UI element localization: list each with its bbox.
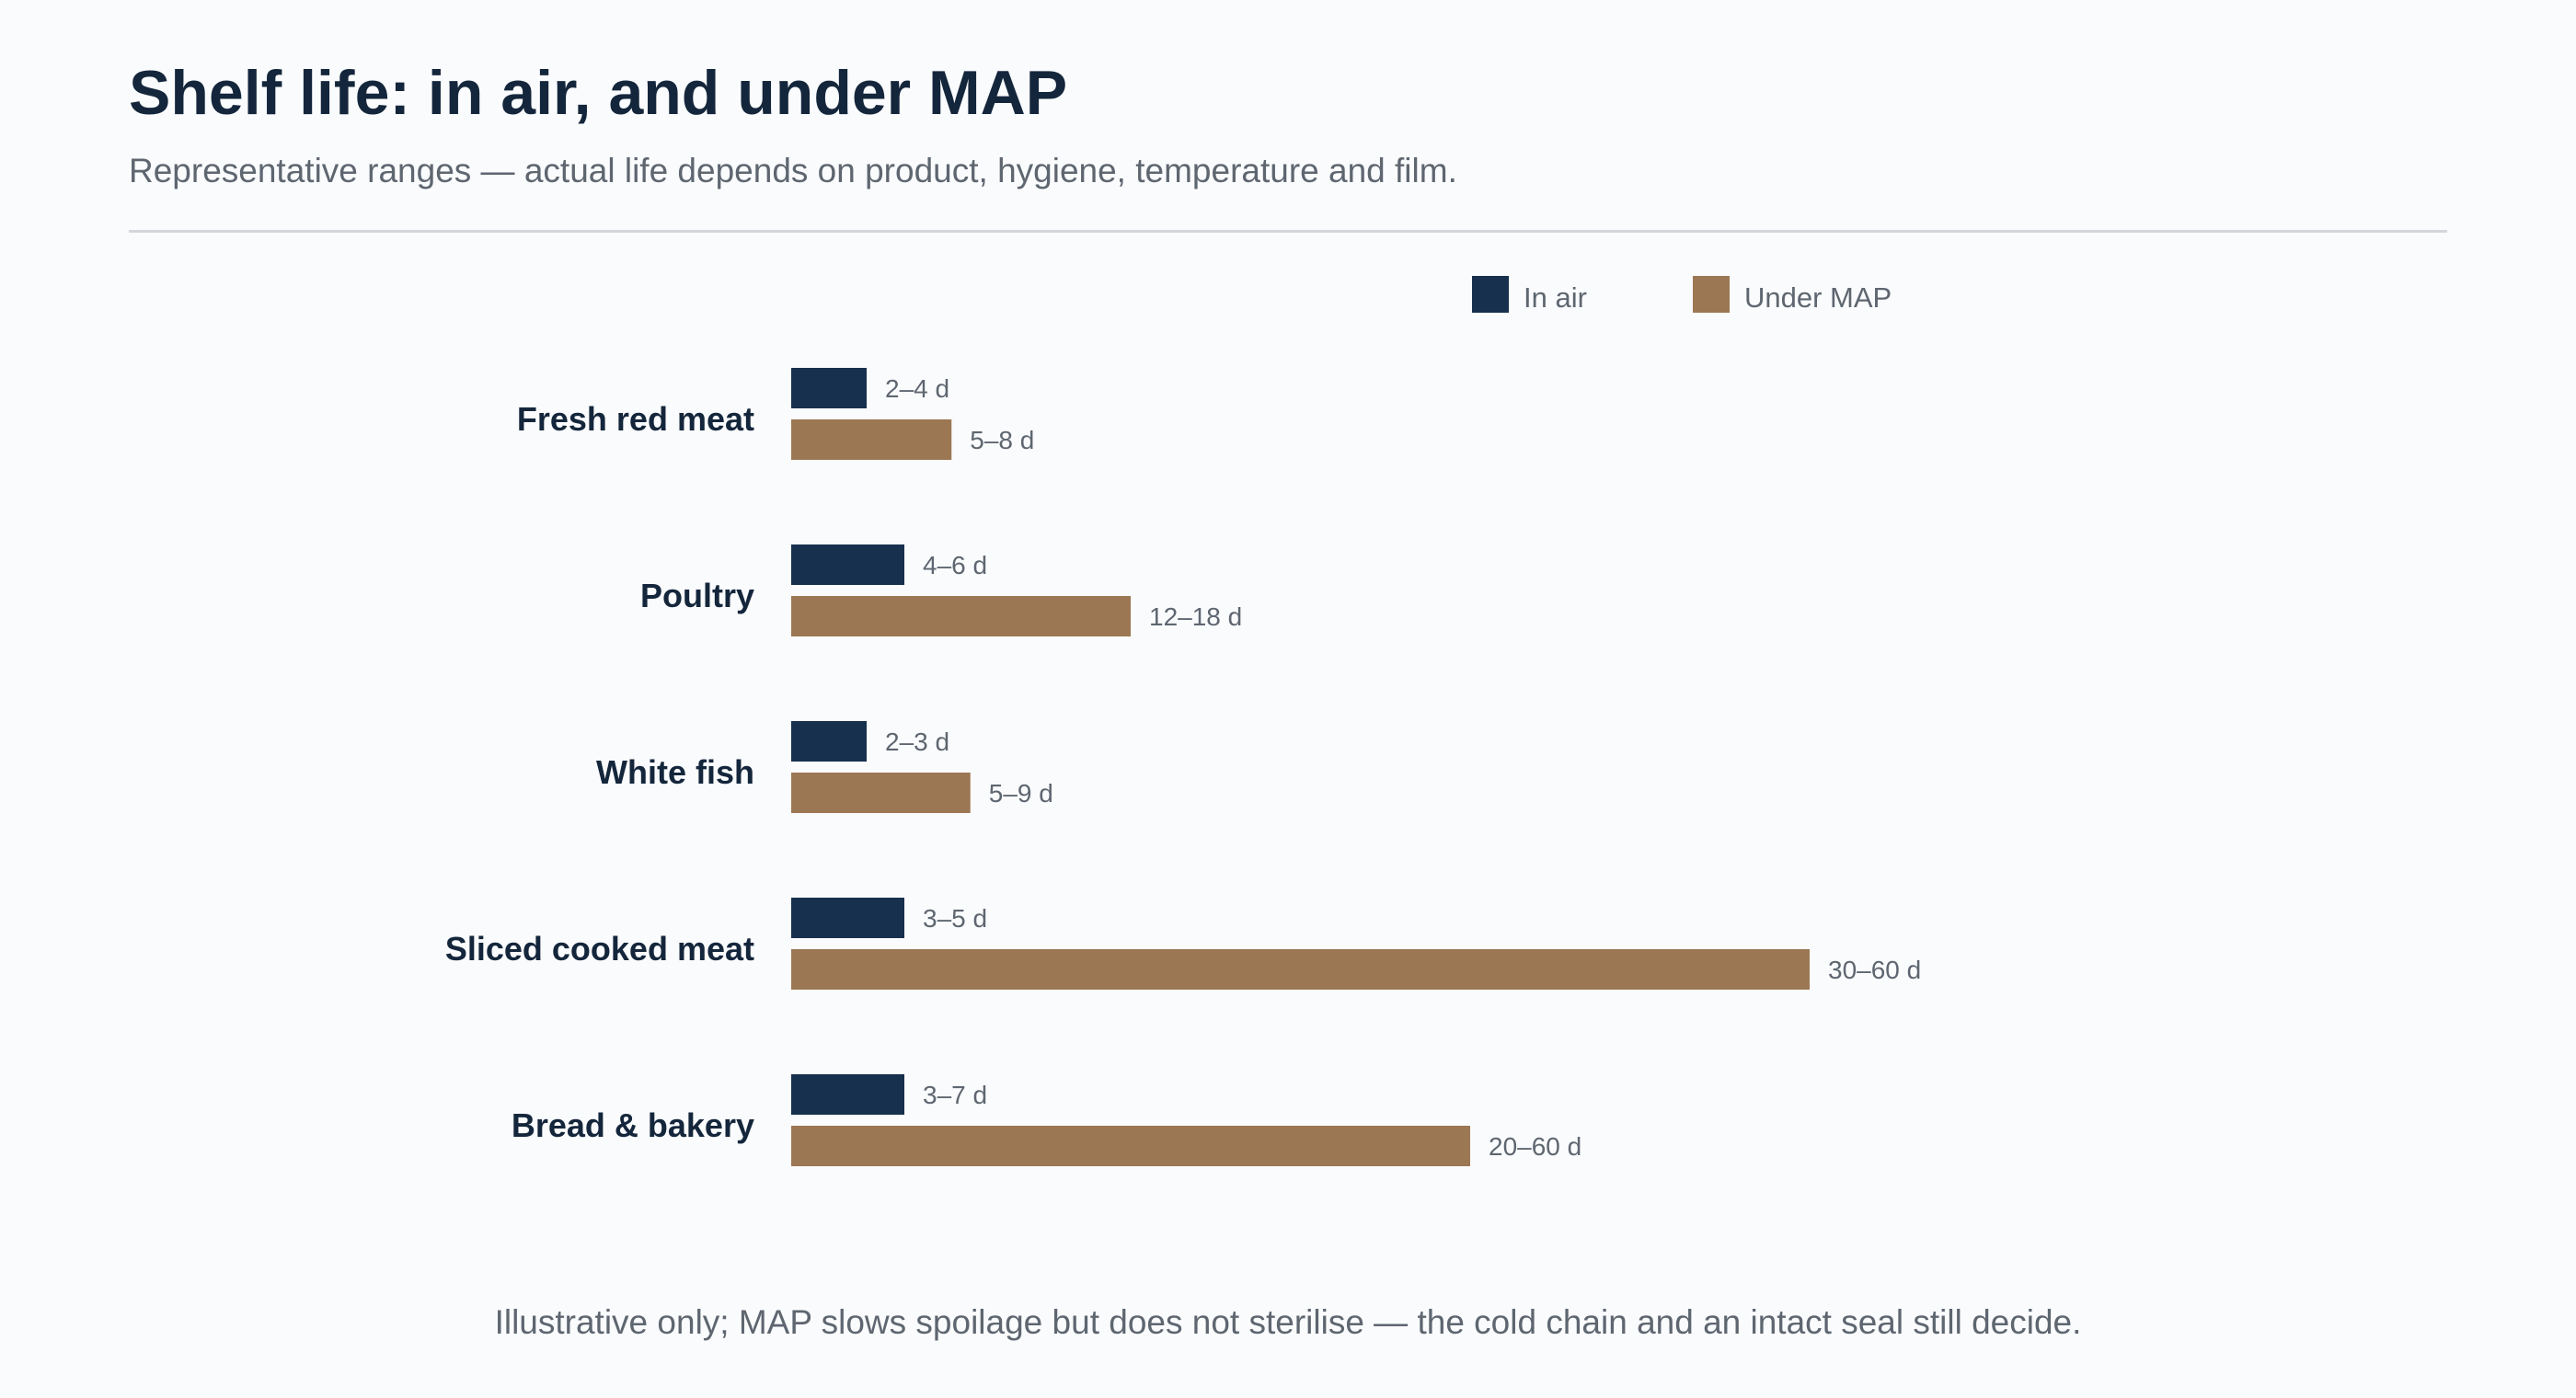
bar-in-air-bread-and-bakery <box>791 1074 904 1115</box>
bar-under-map-white-fish <box>791 773 971 813</box>
chart-title: Shelf life: in air, and under MAP <box>129 58 1068 128</box>
chart-subtitle: Representative ranges — actual life depe… <box>129 152 1457 189</box>
legend-label-under-map: Under MAP <box>1744 281 1892 314</box>
bar-in-air-sliced-cooked-meat <box>791 898 904 938</box>
chart-legend: In air Under MAP <box>1472 276 1892 314</box>
category-label-fresh-red-meat: Fresh red meat <box>517 400 754 438</box>
value-label-in-air-white-fish: 2–3 d <box>885 728 949 756</box>
bar-under-map-sliced-cooked-meat <box>791 949 1810 990</box>
bar-chart: In air Under MAP Fresh red meat Poultry Whi… <box>445 276 1921 1166</box>
value-label-in-air-sliced-cooked-meat: 3–5 d <box>923 904 987 933</box>
value-label-under-map-fresh-red-meat: 5–8 d <box>970 426 1034 454</box>
category-label-white-fish: White fish <box>596 753 754 791</box>
header-divider <box>129 230 2447 233</box>
bar-under-map-bread-and-bakery <box>791 1126 1470 1166</box>
category-label-poultry: Poultry <box>640 577 754 614</box>
value-labels: 2–4 d 5–8 d 4–6 d 12–18 d 2–3 d 5–9 d 3–5 d 30–… <box>885 374 1921 1161</box>
legend-swatch-in-air <box>1472 276 1509 313</box>
value-label-under-map-bread-and-bakery: 20–60 d <box>1489 1132 1581 1161</box>
legend-swatch-under-map <box>1693 276 1730 313</box>
value-label-in-air-poultry: 4–6 d <box>923 551 987 579</box>
category-label-bread-and-bakery: Bread & bakery <box>512 1106 754 1144</box>
bar-in-air-poultry <box>791 544 904 585</box>
bar-under-map-fresh-red-meat <box>791 419 952 460</box>
bars <box>791 368 1810 1166</box>
value-label-in-air-fresh-red-meat: 2–4 d <box>885 374 949 403</box>
legend-label-in-air: In air <box>1524 281 1587 314</box>
category-label-sliced-cooked-meat: Sliced cooked meat <box>445 930 754 968</box>
value-label-in-air-bread-and-bakery: 3–7 d <box>923 1081 987 1109</box>
bar-in-air-fresh-red-meat <box>791 368 867 408</box>
bar-in-air-white-fish <box>791 721 867 762</box>
chart-footnote: Illustrative only; MAP slows spoilage bu… <box>494 1303 2082 1341</box>
value-label-under-map-sliced-cooked-meat: 30–60 d <box>1828 956 1921 984</box>
value-label-under-map-poultry: 12–18 d <box>1149 602 1242 631</box>
value-label-under-map-white-fish: 5–9 d <box>989 779 1053 808</box>
category-labels: Fresh red meat Poultry White fish Sliced co… <box>445 400 754 1144</box>
bar-under-map-poultry <box>791 596 1131 636</box>
